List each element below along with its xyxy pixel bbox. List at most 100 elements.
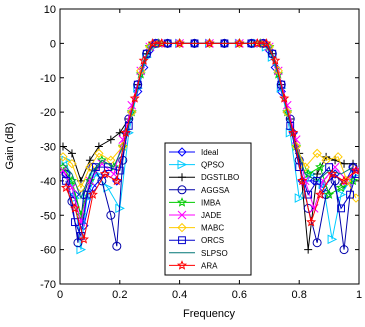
y-tick-label: -30: [40, 142, 56, 154]
data-point: [69, 203, 80, 213]
legend-item: DGSTLBO: [169, 173, 239, 182]
legend-label: QPSO: [201, 161, 224, 170]
data-point: [176, 197, 188, 207]
data-point: [178, 236, 186, 245]
data-point: [61, 169, 71, 179]
data-point: [129, 93, 140, 103]
data-point: [285, 127, 296, 138]
data-point: [147, 38, 158, 48]
x-tick-label: 0.8: [292, 289, 307, 301]
x-tick-label: 0.6: [232, 289, 247, 301]
data-point: [76, 244, 87, 255]
data-point: [138, 55, 149, 65]
x-tick-label: 0.4: [172, 289, 187, 301]
legend-item: MABC: [169, 222, 224, 233]
data-point: [315, 189, 326, 199]
legend-label: MABC: [201, 224, 224, 233]
y-tick-label: -60: [40, 245, 56, 257]
x-tick-label: 1: [356, 289, 362, 301]
data-point: [350, 165, 359, 175]
data-point: [120, 127, 131, 138]
legend-item: Ideal: [169, 147, 219, 157]
data-point: [330, 176, 340, 186]
legend-item: SLPSO: [169, 249, 228, 258]
data-point: [339, 175, 350, 186]
data-point: [60, 152, 68, 162]
data-point: [60, 142, 67, 151]
data-point: [67, 183, 77, 193]
data-point: [60, 161, 69, 172]
legend-item: ARA: [169, 260, 218, 270]
legend-item: JADE: [169, 210, 221, 220]
y-tick-label: 0: [50, 38, 56, 50]
legend-label: AGGSA: [201, 186, 230, 195]
data-point: [60, 166, 68, 175]
data-point: [177, 210, 187, 220]
data-point: [337, 204, 345, 213]
data-point: [127, 107, 137, 117]
data-point: [327, 234, 338, 245]
data-point: [177, 159, 188, 170]
data-point: [176, 260, 188, 270]
data-point: [306, 216, 317, 227]
data-point: [112, 241, 122, 251]
data-point: [177, 185, 187, 195]
data-point: [156, 38, 167, 48]
legend-label: ORCS: [201, 236, 224, 245]
legend-label: Ideal: [201, 148, 219, 157]
data-point: [87, 189, 98, 199]
x-tick-label: 0.2: [112, 289, 127, 301]
data-point: [96, 154, 107, 165]
data-point: [297, 175, 308, 186]
data-point: [174, 38, 185, 48]
data-point: [324, 189, 335, 199]
data-point: [282, 107, 292, 117]
data-point: [76, 183, 86, 193]
data-point: [315, 161, 326, 172]
data-point: [312, 238, 322, 248]
legend-item: QPSO: [169, 159, 224, 170]
data-point: [133, 86, 143, 97]
series-line: [65, 42, 357, 240]
legend-item: AGGSA: [169, 185, 230, 195]
data-point: [234, 38, 245, 48]
y-axis-label: Gain (dB): [4, 122, 16, 169]
data-point: [106, 135, 115, 144]
data-point: [115, 128, 124, 137]
data-point: [97, 176, 107, 186]
x-tick-label: 0: [57, 289, 63, 301]
data-point: [261, 38, 272, 48]
legend-label: JADE: [201, 211, 221, 220]
data-point: [294, 193, 305, 203]
data-point: [99, 168, 110, 179]
data-point: [78, 234, 89, 244]
data-point: [339, 179, 349, 190]
data-point: [340, 159, 349, 168]
legend-label: SLPSO: [201, 249, 228, 258]
data-point: [178, 173, 186, 182]
legend-label: DGSTLBO: [201, 173, 239, 182]
data-point: [91, 163, 100, 172]
legend-label: IMBA: [201, 198, 221, 207]
data-point: [252, 38, 263, 48]
data-point: [312, 148, 322, 159]
data-point: [276, 86, 286, 97]
data-point: [288, 127, 299, 138]
data-point: [111, 175, 122, 186]
data-point: [346, 190, 354, 199]
x-axis-label: Frequency: [183, 308, 235, 320]
data-point: [177, 222, 187, 233]
y-tick-label: -50: [40, 210, 56, 222]
data-point: [270, 55, 281, 65]
y-tick-label: -10: [40, 73, 56, 85]
data-point: [177, 147, 187, 157]
data-point: [327, 168, 338, 179]
y-tick-label: -20: [40, 107, 56, 119]
data-point: [94, 148, 104, 159]
legend-item: IMBA: [169, 197, 221, 207]
data-point: [313, 176, 322, 185]
series-ara: [60, 38, 359, 244]
legend-label: ARA: [201, 261, 218, 270]
data-point: [67, 149, 76, 158]
